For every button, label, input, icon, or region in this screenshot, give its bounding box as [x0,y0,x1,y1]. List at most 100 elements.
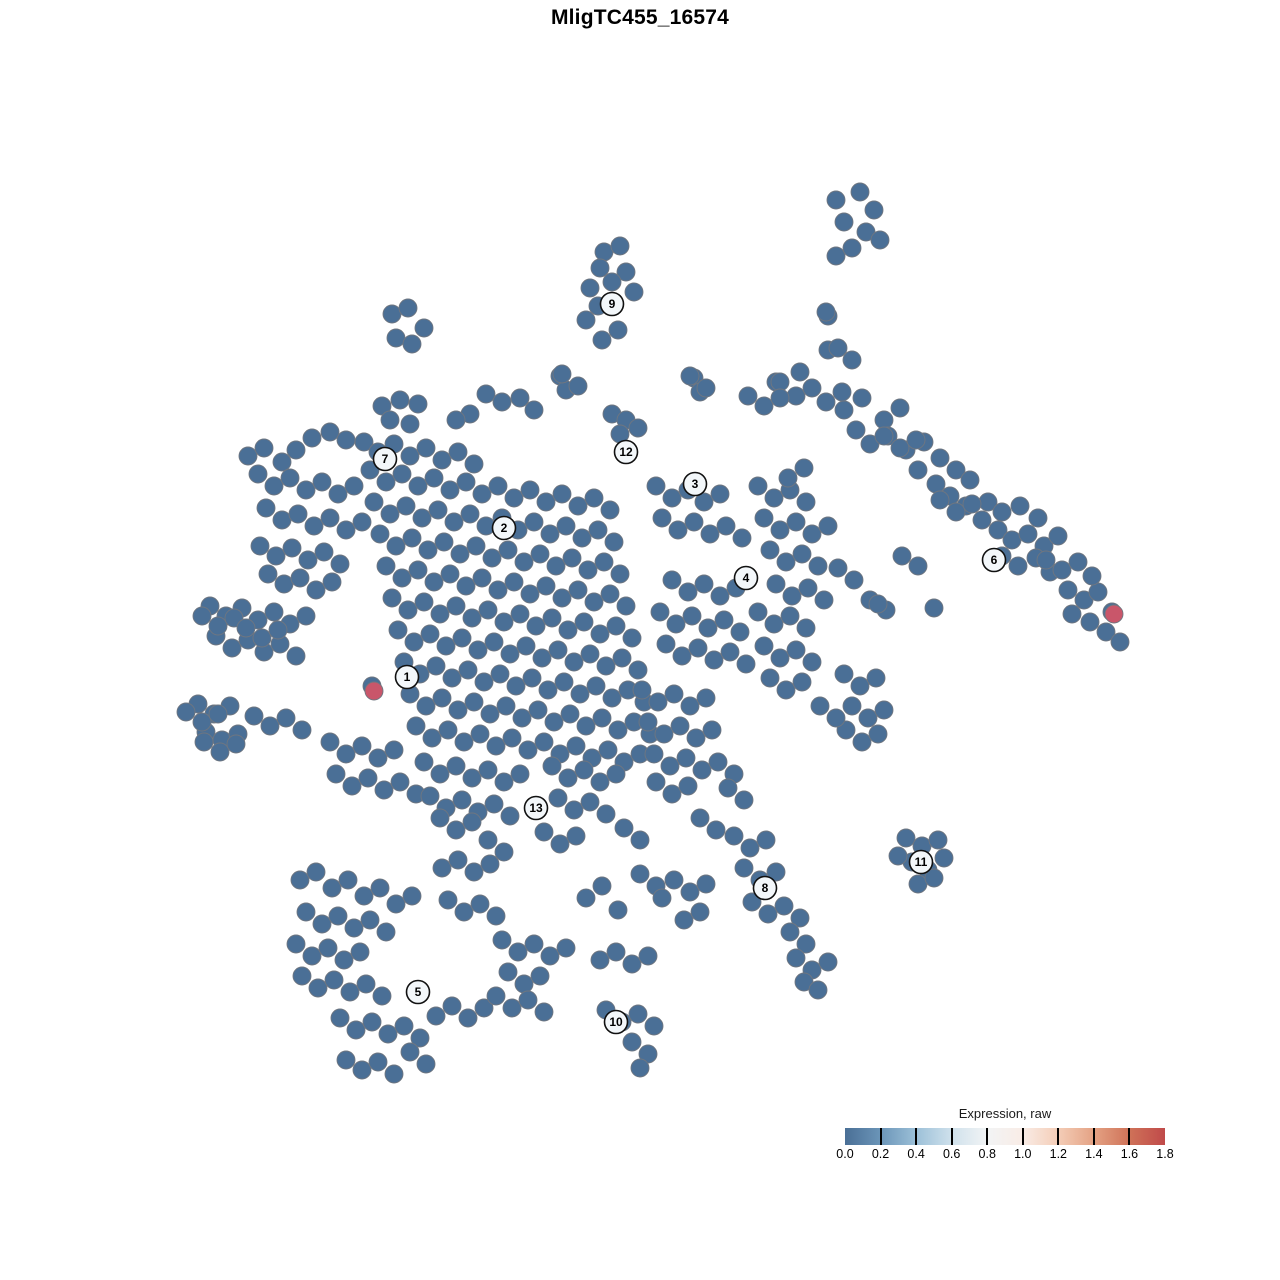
data-point[interactable] [834,400,854,420]
cluster-label-9[interactable]: 9 [599,291,625,317]
data-point[interactable] [628,660,648,680]
data-point[interactable] [402,528,422,548]
data-point[interactable] [408,560,428,580]
data-point[interactable] [444,512,464,532]
data-point[interactable] [374,780,394,800]
data-point[interactable] [370,878,390,898]
data-point[interactable] [796,934,816,954]
data-point[interactable] [710,484,730,504]
data-point[interactable] [1052,560,1072,580]
data-point[interactable] [318,938,338,958]
data-point[interactable] [252,628,272,648]
data-point[interactable] [514,552,534,572]
data-point[interactable] [792,544,812,564]
data-point[interactable] [754,396,774,416]
data-point[interactable] [534,1002,554,1022]
data-point[interactable] [866,668,886,688]
data-point[interactable] [608,720,628,740]
data-point[interactable] [308,978,328,998]
data-point[interactable] [666,614,686,634]
data-point[interactable] [610,236,630,256]
data-point[interactable] [790,908,810,928]
data-point[interactable] [928,830,948,850]
data-point[interactable] [454,902,474,922]
data-point[interactable] [598,740,618,760]
data-point[interactable] [548,788,568,808]
data-point[interactable] [624,282,644,302]
data-point[interactable] [826,708,846,728]
data-point[interactable] [646,772,666,792]
data-point[interactable] [514,974,534,994]
data-point[interactable] [542,756,562,776]
data-point[interactable] [492,392,512,412]
data-point[interactable] [1088,582,1108,602]
data-point[interactable] [442,668,462,688]
cluster-label-4[interactable]: 4 [733,565,759,591]
data-point[interactable] [786,948,806,968]
data-point[interactable] [438,890,458,910]
data-point[interactable] [286,646,306,666]
data-point[interactable] [584,592,604,612]
data-point[interactable] [416,438,436,458]
data-point[interactable] [680,882,700,902]
data-point[interactable] [322,572,342,592]
data-point[interactable] [402,886,422,906]
data-point[interactable] [656,634,676,654]
data-point[interactable] [696,378,716,398]
data-point[interactable] [456,576,476,596]
data-point[interactable] [630,830,650,850]
data-point[interactable] [482,548,502,568]
data-point[interactable] [416,1054,436,1074]
data-point[interactable] [400,414,420,434]
data-point[interactable] [376,922,396,942]
data-point[interactable] [398,600,418,620]
data-point[interactable] [560,704,580,724]
data-point[interactable] [324,970,344,990]
data-point[interactable] [466,536,486,556]
data-point[interactable] [290,870,310,890]
data-point[interactable] [494,772,514,792]
data-point[interactable] [494,842,514,862]
data-point[interactable] [354,432,374,452]
data-point[interactable] [842,696,862,716]
data-point[interactable] [814,590,834,610]
data-point[interactable] [682,606,702,626]
data-point[interactable] [590,772,610,792]
data-point[interactable] [474,998,494,1018]
data-point[interactable] [468,640,488,660]
data-point[interactable] [380,410,400,430]
data-point[interactable] [846,420,866,440]
data-point[interactable] [734,858,754,878]
data-point[interactable] [622,628,642,648]
data-point[interactable] [868,724,888,744]
cluster-label-2[interactable]: 2 [491,515,517,541]
cluster-label-1[interactable]: 1 [394,664,420,690]
data-point[interactable] [908,874,928,894]
data-point[interactable] [568,376,588,396]
data-point[interactable] [448,850,468,870]
data-point[interactable] [432,858,452,878]
data-point[interactable] [680,696,700,716]
data-point[interactable] [442,996,462,1016]
data-point[interactable] [720,642,740,662]
cluster-label-6[interactable]: 6 [981,547,1007,573]
data-point[interactable] [336,430,356,450]
data-point[interactable] [264,476,284,496]
data-point[interactable] [502,998,522,1018]
data-point[interactable] [638,712,658,732]
data-point[interactable] [322,878,342,898]
data-point[interactable] [782,586,802,606]
data-point[interactable] [504,488,524,508]
data-point[interactable] [614,818,634,838]
data-point[interactable] [238,446,258,466]
data-point[interactable] [592,330,612,350]
data-point[interactable] [192,606,212,626]
data-point[interactable] [572,528,592,548]
data-point[interactable] [934,848,954,868]
data-point[interactable] [874,410,894,430]
data-point[interactable] [870,230,890,250]
data-point[interactable] [312,914,332,934]
data-point[interactable] [760,668,780,688]
data-point[interactable] [612,648,632,668]
data-point[interactable] [462,812,482,832]
